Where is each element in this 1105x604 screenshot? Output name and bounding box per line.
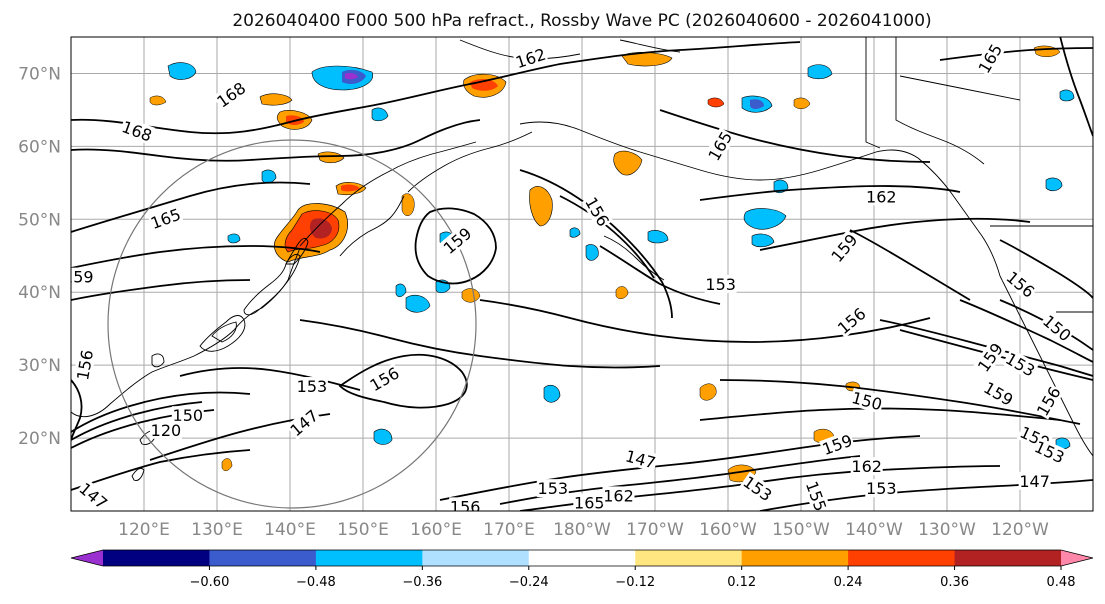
contour-label-text: 150	[173, 406, 204, 425]
contour-label: 153	[536, 479, 569, 498]
contour-label: 153	[295, 377, 328, 396]
colorbar-segment	[315, 550, 423, 566]
colorbar-outline	[70, 549, 1094, 567]
colorbar-tick-label: −0.24	[509, 575, 549, 590]
colorbar-tick-label: −0.48	[296, 575, 336, 590]
contour-label-text: 156	[450, 497, 481, 516]
figure-title: 2026040400 F000 500 hPa refract., Rossby…	[232, 11, 931, 31]
contour-label-text: 153	[866, 479, 897, 498]
contour-label: 156	[72, 347, 97, 383]
contour-label: 155	[802, 477, 831, 511]
colorbar-tick-label: 0.48	[1047, 575, 1076, 590]
contour-label: 147	[1018, 471, 1051, 491]
contour-label-text: 153	[297, 377, 328, 396]
colorbar-tick-label: −0.12	[615, 575, 655, 590]
colorbar-segment	[103, 550, 210, 566]
contour-label: 153	[704, 274, 737, 294]
lon-label: 180°W	[553, 520, 611, 540]
colorbar-tick-label: 0.36	[940, 575, 969, 590]
contour-label: 153	[865, 479, 898, 498]
lon-label: 140°W	[845, 520, 903, 540]
lat-label: 50°N	[18, 210, 61, 230]
colorbar-segment	[209, 550, 317, 566]
contour-label-text: 159	[63, 268, 94, 287]
colorbar-extend-min	[71, 550, 103, 566]
contour-label: 150	[171, 406, 204, 425]
contour-label-text: 162	[603, 486, 634, 505]
lat-label: 60°N	[18, 137, 61, 157]
lon-label: 170°W	[626, 520, 684, 540]
map-frame	[70, 36, 1094, 512]
lat-label: 20°N	[18, 429, 61, 449]
colorbar: −0.60 −0.48 −0.36 −0.24 −0.12 0.12 0.24 0.36 0.4…	[70, 549, 1094, 590]
lon-label: 130°E	[191, 520, 243, 540]
colorbar-segment	[635, 550, 743, 566]
contour-label-text: 120	[151, 421, 182, 440]
colorbar-tick-label: −0.36	[402, 575, 442, 590]
lon-label: 160°E	[410, 520, 462, 540]
colorbar-segment	[741, 550, 849, 566]
contour-label-text: 153	[538, 479, 569, 498]
colorbar-segment	[422, 550, 530, 566]
contour-label-text: 162	[866, 187, 897, 206]
contour-label: 120	[149, 420, 182, 440]
lon-label: 140°E	[264, 520, 316, 540]
latitude-labels: 70°N 60°N 50°N 40°N 30°N 20°N	[18, 64, 61, 449]
colorbar-tick-label: −0.60	[190, 575, 230, 590]
lon-label: 150°W	[772, 520, 830, 540]
colorbar-segment	[848, 550, 956, 566]
contour-label-text: 162	[851, 457, 882, 476]
contour-label: 159	[63, 267, 95, 287]
longitude-labels: 120°E 130°E 140°E 150°E 160°E 170°E 180°W 170°W…	[118, 520, 1049, 540]
lon-label: 170°E	[483, 520, 535, 540]
lat-label: 70°N	[18, 64, 61, 84]
contour-label-text: 153	[705, 275, 736, 294]
contour-label: 165	[573, 493, 606, 513]
lon-label: 160°W	[699, 520, 757, 540]
lon-label: 150°E	[337, 520, 389, 540]
lon-label: 120°W	[991, 520, 1049, 540]
contour-label: 162	[865, 187, 898, 206]
lon-label: 120°E	[118, 520, 170, 540]
colorbar-tick-label: 0.24	[834, 575, 863, 590]
contour-label: 162	[602, 486, 635, 505]
contour-label-text: 147	[1019, 472, 1050, 491]
contour-label: 162	[850, 457, 883, 476]
contour-label: 168	[118, 116, 156, 145]
colorbar-segment	[954, 550, 1062, 566]
contour-label-text: 165	[574, 494, 605, 513]
colorbar-extend-max	[1061, 550, 1093, 566]
colorbar-tick-label: 0.12	[727, 575, 756, 590]
lat-label: 30°N	[18, 356, 61, 376]
lon-label: 130°W	[918, 520, 976, 540]
reference-circle	[107, 139, 477, 509]
colorbar-segment	[528, 550, 636, 566]
lat-label: 40°N	[18, 283, 61, 303]
contour-label: 156	[449, 497, 482, 516]
